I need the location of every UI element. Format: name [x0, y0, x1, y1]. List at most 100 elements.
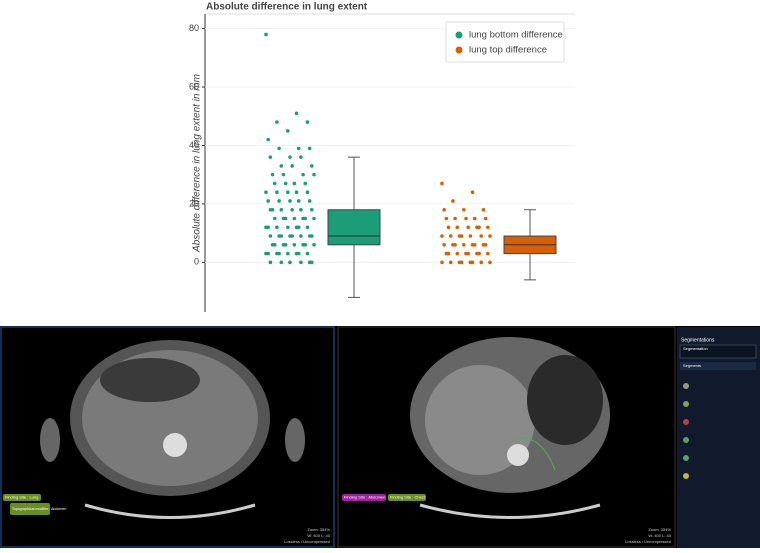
strip-point: [279, 164, 284, 168]
strip-point: [446, 225, 451, 230]
strip-point: [440, 260, 444, 265]
strip-point: [483, 216, 488, 221]
strip-point: [470, 190, 475, 195]
strip-point: [440, 234, 444, 238]
overlay: Lossless / Uncompressed: [625, 539, 671, 544]
tag-text: Finding Site : Abdomen: [344, 495, 385, 500]
tag[interactable]: [3, 494, 41, 501]
chart-title: Absolute difference in lung extent: [206, 2, 368, 13]
segments-label: Segments: [683, 363, 701, 368]
legend-label: lung bottom difference: [469, 30, 563, 41]
segments-header: [680, 362, 756, 370]
strip-point: [266, 199, 270, 203]
strip-point: [283, 216, 288, 221]
tag-text: Topographical modifier : Abdomen: [12, 507, 66, 511]
strip-point: [286, 129, 290, 133]
y-tick-label: 60: [189, 81, 199, 91]
strip-point: [470, 260, 475, 265]
strip-point: [270, 207, 275, 212]
strip-point: [310, 234, 314, 238]
strip-point: [288, 260, 292, 265]
segment-swatch[interactable]: [683, 383, 689, 389]
strip-point: [312, 172, 316, 177]
strip-point: [464, 216, 468, 221]
ct-table: [84, 503, 256, 519]
tag[interactable]: [342, 494, 386, 501]
y-tick-label: 20: [189, 198, 199, 208]
sidebar: [677, 327, 760, 548]
segment-swatch[interactable]: [683, 419, 689, 425]
strip-point: [290, 207, 294, 212]
ct-bowel: [100, 358, 200, 402]
strip-point: [266, 225, 270, 230]
segment-swatch[interactable]: [683, 455, 689, 461]
strip-point: [446, 251, 451, 256]
strip-point: [299, 155, 303, 159]
strip-point: [279, 234, 284, 238]
segment-swatch[interactable]: [683, 473, 689, 479]
viewer: Finding Site : Lung Topographical modifi…: [0, 326, 760, 548]
legend-label: lung top difference: [469, 45, 547, 56]
strip-point: [472, 216, 477, 221]
selector-text: Segmentation: [683, 346, 708, 351]
strip-point: [272, 181, 277, 186]
strip-point: [483, 243, 488, 247]
box: [327, 209, 381, 246]
strip-point: [310, 207, 314, 212]
strip-point: [488, 260, 492, 265]
strip-point: [290, 164, 294, 168]
strip-point: [468, 234, 473, 238]
ct-liver: [425, 365, 535, 475]
segment-swatch[interactable]: [683, 437, 689, 443]
strip-point: [266, 137, 270, 142]
strip-point: [479, 260, 484, 265]
strip-point: [488, 234, 492, 238]
y-tick-label: 80: [189, 23, 199, 33]
strip-point: [481, 207, 486, 212]
strip-point: [281, 172, 286, 177]
strip-point: [292, 181, 297, 186]
selector[interactable]: [679, 344, 757, 359]
strip-point: [472, 243, 477, 247]
tag-text: Finding Site : Lung: [5, 495, 38, 500]
strip-point: [307, 199, 312, 203]
strip-point: [296, 251, 301, 256]
tag[interactable]: [388, 494, 426, 501]
strip-point: [275, 190, 279, 195]
strip-point: [466, 251, 470, 256]
strip-point: [442, 207, 446, 212]
legend-box: [445, 21, 565, 63]
strip-point: [292, 216, 297, 221]
legend-marker: [455, 31, 463, 39]
strip-point: [312, 216, 316, 221]
strip-point: [286, 251, 290, 256]
strip-point: [459, 260, 464, 265]
strip-point: [290, 234, 294, 238]
strip-point: [283, 243, 288, 247]
strip-point: [305, 251, 310, 256]
strip-point: [279, 260, 284, 265]
strip-point: [305, 225, 310, 230]
segment-swatch[interactable]: [683, 401, 689, 407]
y-tick-label: 0: [194, 257, 199, 267]
strip-point: [455, 251, 460, 256]
strip-point: [459, 234, 464, 238]
strip-point: [266, 251, 270, 256]
strip-point: [305, 120, 310, 124]
segment-outline: [509, 437, 556, 471]
strip-point: [296, 225, 301, 230]
overlay: W: 400 L: 40: [648, 533, 671, 538]
strip-point: [272, 216, 277, 221]
ct-arm: [285, 418, 305, 462]
overlay: Zoom: 354%: [307, 527, 330, 532]
strip-point: [455, 225, 460, 230]
strip-point: [462, 207, 466, 212]
ct-arm: [40, 418, 60, 462]
strip-point: [453, 216, 457, 221]
strip-point: [310, 260, 314, 265]
ct-lung: [527, 355, 603, 445]
tag[interactable]: [10, 503, 50, 515]
strip-point: [310, 164, 314, 168]
strip-point: [286, 225, 290, 230]
strip-point: [303, 216, 308, 221]
